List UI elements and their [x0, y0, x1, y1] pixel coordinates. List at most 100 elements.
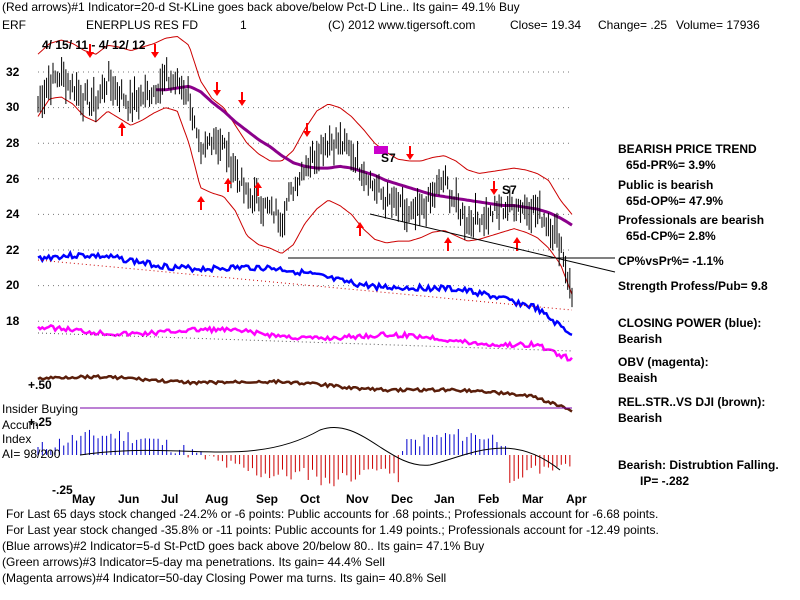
- label-index: Index: [2, 432, 32, 446]
- relstr-block: REL.STR..VS DJI (brown): Bearish: [618, 394, 765, 426]
- arrow-shape: [118, 122, 126, 136]
- arrow-shape: [406, 146, 414, 160]
- buy-arrow: [118, 122, 126, 136]
- trend-line: [369, 213, 616, 273]
- closing-power-state: Bearish: [618, 332, 663, 346]
- bollinger-bands: [37, 35, 573, 295]
- arrow-shape: [86, 44, 94, 58]
- footer-indicator3: (Green arrows)#3 Indicator=5-day ma pene…: [2, 555, 385, 569]
- relstr-title: REL.STR..VS DJI (brown):: [618, 395, 766, 409]
- y-tick: 30: [6, 100, 20, 114]
- price-change: Change= .25: [598, 18, 668, 32]
- buy-arrow: [356, 222, 364, 236]
- company-name: ENERPLUS RES FD: [86, 18, 199, 32]
- y-tick: 20: [6, 278, 20, 292]
- obv-line: [37, 323, 573, 362]
- month-label: Nov: [346, 492, 369, 506]
- sell-arrow: [238, 92, 246, 106]
- buy-arrow: [444, 237, 452, 251]
- arrow-shape: [151, 44, 159, 58]
- month-label: Jun: [118, 492, 140, 506]
- buy-arrow: [197, 196, 205, 210]
- pro-block: Professionals are bearish 65d-CP%= 2.8%: [618, 212, 764, 244]
- sell-arrow: [151, 44, 159, 58]
- s7-annotation: S7: [381, 151, 396, 165]
- arrow-shape: [513, 237, 521, 251]
- s7-marker: [374, 146, 388, 154]
- pro-title: Professionals are bearish: [618, 213, 765, 227]
- buy-arrow: [513, 237, 521, 251]
- accum-ma-line: [79, 427, 561, 471]
- footer-indicator4: (Magenta arrows)#4 Indicator=50-day Clos…: [2, 571, 447, 585]
- sell-arrow: [406, 146, 414, 160]
- y-tick: 28: [6, 136, 20, 150]
- date-range: 4/ 15/ 11 - 4/ 12/ 12: [42, 38, 146, 52]
- closing-power-line: [37, 249, 573, 336]
- month-label: Jul: [161, 492, 179, 506]
- footer-year: For Last year stock changed -35.8% or -1…: [6, 523, 659, 537]
- arrow-shape: [490, 181, 498, 195]
- sell-arrow: [303, 123, 311, 137]
- y-tick: 22: [6, 243, 20, 257]
- arrow-shape: [238, 92, 246, 106]
- panel-number: 1: [240, 18, 247, 32]
- indicator1-title: (Red arrows)#1 Indicator=20-d St-KLine g…: [2, 0, 520, 14]
- distribution-block: Bearish: Distrubtion Falling. IP= -.282: [618, 457, 779, 489]
- closing-power-ma: [37, 259, 573, 311]
- y-tick: 24: [6, 207, 20, 221]
- accum-histogram: [37, 427, 571, 487]
- buy-arrow: [254, 182, 262, 196]
- arrow-shape: [224, 178, 232, 192]
- cp-value: 65d-CP%= 2.8%: [626, 229, 716, 243]
- label-insider: Insider Buying: [2, 402, 79, 416]
- volume: Volume= 17936: [676, 18, 760, 32]
- label-accum: Accum: [2, 418, 39, 432]
- month-label: Oct: [300, 492, 321, 506]
- month-label: Dec: [391, 492, 414, 506]
- ip-value: IP= -.282: [640, 474, 690, 488]
- arrow-shape: [197, 196, 205, 210]
- month-label: Sep: [256, 492, 279, 506]
- month-label: Mar: [522, 492, 544, 506]
- closing-power-title: CLOSING POWER (blue):: [618, 316, 762, 330]
- lower-band: [37, 96, 573, 295]
- sell-arrow: [490, 181, 498, 195]
- relstr-line: [37, 373, 573, 413]
- month-label: Apr: [566, 492, 587, 506]
- ticker: ERF: [2, 18, 26, 32]
- obv-state: Beaish: [618, 371, 658, 385]
- label-plus25: +.25: [28, 415, 52, 429]
- relstr-state: Bearish: [618, 411, 663, 425]
- cp-vs-pr: CP%vsPr%= -1.1%: [618, 254, 724, 268]
- footer-indicator2: (Blue arrows)#2 Indicator=5-d St-PctD go…: [2, 539, 485, 553]
- dist-title: Bearish: Distrubtion Falling.: [618, 458, 779, 472]
- upper-band: [37, 35, 573, 215]
- month-label: Jan: [434, 492, 455, 506]
- arrow-shape: [444, 237, 452, 251]
- arrow-shape: [254, 182, 262, 196]
- obv-title: OBV (magenta):: [618, 355, 709, 369]
- closing-power-block: CLOSING POWER (blue): Bearish: [618, 315, 761, 347]
- label-plus50: +.50: [28, 378, 52, 392]
- arrow-shape: [213, 82, 221, 96]
- s7-annotation: S7: [502, 183, 517, 197]
- arrow-shape: [303, 123, 311, 137]
- obv-block: OBV (magenta): Beaish: [618, 354, 709, 386]
- y-tick: 18: [6, 314, 20, 328]
- buy-arrow: [224, 178, 232, 192]
- copyright: (C) 2012 www.tigersoft.com: [328, 18, 476, 32]
- sell-arrow: [213, 82, 221, 96]
- month-label: May: [72, 492, 96, 506]
- grid: [38, 71, 572, 322]
- footer-65day: For Last 65 days stock changed -24.2% or…: [6, 507, 659, 521]
- y-tick: 26: [6, 172, 20, 186]
- trend-title: BEARISH PRICE TREND: [618, 142, 757, 156]
- month-label: Aug: [205, 492, 229, 506]
- signal-arrows: [86, 44, 521, 251]
- indicator-lines: [37, 213, 616, 413]
- label-minus25: -.25: [52, 483, 73, 497]
- y-tick: 32: [6, 65, 20, 79]
- pr-value: 65d-PR%= 3.9%: [626, 158, 716, 172]
